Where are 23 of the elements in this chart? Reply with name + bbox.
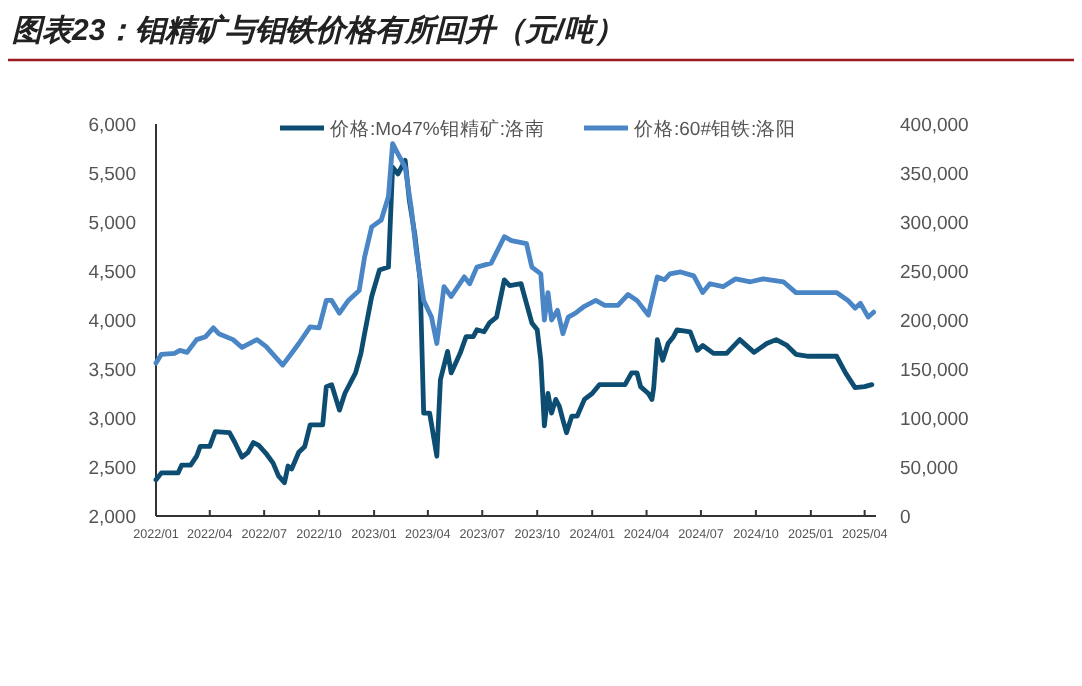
y-tick-label: 2,500 [88,458,136,480]
y-tick-label: 4,000 [88,311,136,333]
line-series [153,157,875,486]
y-tick-label: 3,500 [88,360,136,382]
y-tick-label: 5,500 [88,164,136,186]
y2-tick-label: 350,000 [900,164,969,186]
y-tick-label: 4,500 [88,262,136,284]
y-tick-label: 3,000 [88,409,136,431]
y2-tick-label: 150,000 [900,360,969,382]
y2-tick-label: 300,000 [900,213,969,235]
y-tick-label: 6,000 [88,115,136,137]
y-tick-label: 5,000 [88,213,136,235]
y2-tick-label: 250,000 [900,262,969,284]
y2-tick-label: 400,000 [900,115,969,137]
chart-title: 图表23：钼精矿与钼铁价格有所回升（元/吨） [12,12,624,48]
legend-label: 价格:Mo47%钼精矿:洛南 [328,117,545,141]
y-tick-label: 2,000 [88,507,136,529]
y2-tick-label: 0 [900,507,911,529]
legend-label: 价格:60#钼铁:洛阳 [632,117,797,141]
y2-tick-label: 50,000 [900,458,959,480]
y2-tick-label: 100,000 [900,409,969,431]
line-series [153,141,876,368]
y2-tick-label: 200,000 [900,311,969,333]
